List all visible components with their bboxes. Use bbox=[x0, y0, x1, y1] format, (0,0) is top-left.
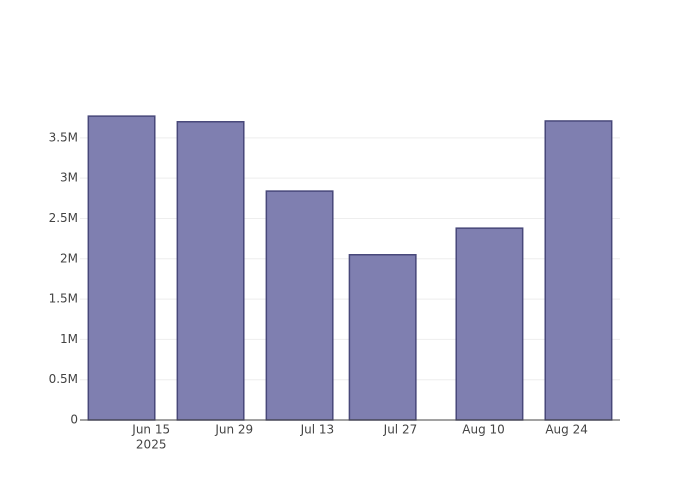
bar bbox=[265, 190, 334, 421]
x-tick-label: Jun 15 bbox=[131, 423, 170, 437]
y-tick-label: 2M bbox=[60, 251, 78, 265]
x-tick-sublabel: 2025 bbox=[136, 438, 167, 452]
bar bbox=[544, 120, 613, 421]
bar bbox=[87, 115, 156, 421]
y-tick-label: 1M bbox=[60, 332, 78, 346]
bar bbox=[455, 227, 524, 421]
bar bbox=[348, 254, 417, 421]
bar bbox=[176, 121, 245, 421]
y-tick-label: 3.5M bbox=[49, 130, 78, 144]
y-tick-label: 3M bbox=[60, 171, 78, 185]
x-tick-label: Jul 27 bbox=[383, 423, 418, 437]
x-tick-label: Aug 24 bbox=[545, 423, 588, 437]
x-tick-label: Aug 10 bbox=[462, 423, 505, 437]
y-tick-label: 2.5M bbox=[49, 211, 78, 225]
y-tick-label: 0 bbox=[70, 413, 78, 427]
x-tick-label: Jun 29 bbox=[214, 423, 253, 437]
y-tick-label: 1.5M bbox=[49, 292, 78, 306]
x-tick-label: Jul 13 bbox=[300, 423, 335, 437]
y-tick-label: 0.5M bbox=[49, 372, 78, 386]
